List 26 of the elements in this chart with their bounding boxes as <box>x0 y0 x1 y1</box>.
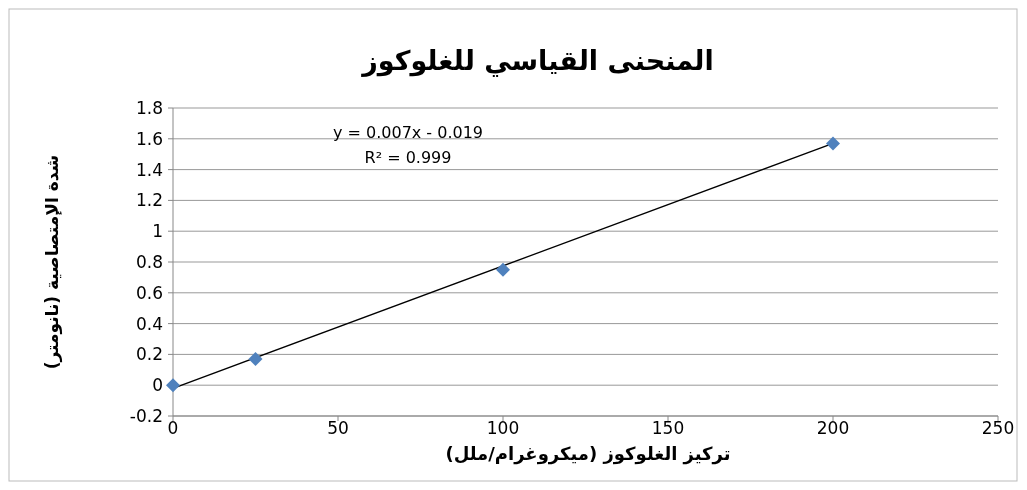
x-tick-label: 50 <box>327 418 349 438</box>
point <box>826 136 840 151</box>
y-axis-title: شدة الإمتصاصية (نانومتر) <box>42 154 63 370</box>
x-tick-label: 100 <box>486 418 520 438</box>
y-tick-label: 0.2 <box>135 344 163 365</box>
annotation: R² = 0.999 <box>364 148 452 167</box>
point <box>248 352 263 367</box>
y-tick-label: 0 <box>152 375 163 396</box>
y-tick-label: -0.2 <box>129 405 163 426</box>
x-tick-label: 200 <box>816 418 850 438</box>
y-tick-label: 1.4 <box>135 159 163 180</box>
point <box>496 262 510 277</box>
x-tick-label: 250 <box>981 418 1015 438</box>
y-tick-label: 0.6 <box>135 282 163 303</box>
y-tick-label: 0.8 <box>135 251 163 272</box>
point <box>166 378 180 393</box>
x-axis-title: تركيز الغلوكوز (ميكروغرام/ملل) <box>445 443 731 465</box>
y-tick-label: 1.2 <box>135 190 163 211</box>
y-tick-label: 1.8 <box>135 97 163 118</box>
x-tick-label: 0 <box>167 418 179 438</box>
x-tick-label: 150 <box>651 418 685 438</box>
chart-title: المنحنى القياسي للغلوكوز <box>360 45 714 77</box>
annotation: y = 0.007x - 0.019 <box>332 123 484 142</box>
y-tick-label: 0.4 <box>135 313 163 334</box>
y-tick-label: 1 <box>152 221 163 242</box>
y-tick-label: 1.6 <box>135 128 163 149</box>
